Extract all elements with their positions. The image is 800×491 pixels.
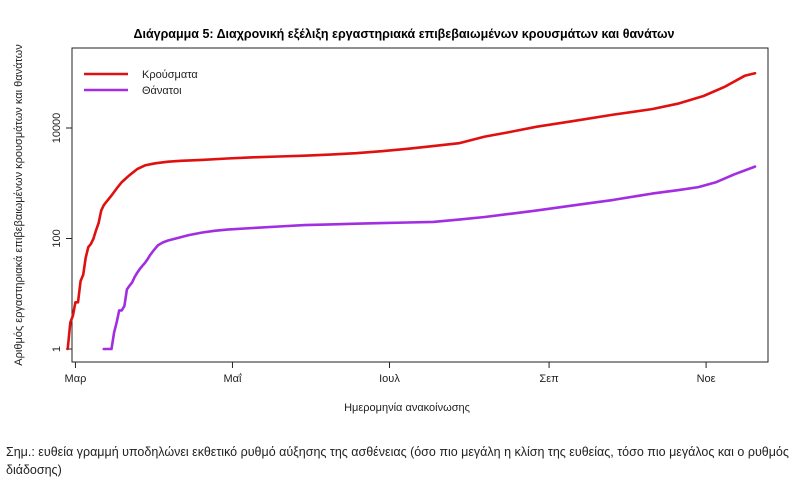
- series-line-cases: [66, 71, 757, 351]
- x-tick-label: Μαρ: [65, 373, 87, 385]
- legend-label: Κρούσματα: [142, 69, 198, 81]
- y-tick-label: 1: [51, 346, 63, 352]
- y-tick-label: 10000: [51, 113, 63, 144]
- x-tick-label: Σεπ: [539, 373, 559, 385]
- x-tick-label: Ιουλ: [379, 373, 400, 385]
- x-axis-title: Ημερομηνία ανακοίνωσης: [344, 402, 470, 414]
- y-tick-label: 100: [51, 229, 63, 247]
- x-tick-label: Νοε: [697, 373, 716, 385]
- chart-footnote: Σημ.: ευθεία γραμμή υποδηλώνει εκθετικό …: [6, 445, 789, 477]
- plot-area: 1 100 10000 Μαρ Μαΐ Ιουλ Σεπ Νοε Κρούσματα Θάνατο…: [51, 47, 769, 385]
- chart-svg: Διάγραμμα 5: Διαχρονική εξέλιξη εργαστηρ…: [13, 27, 769, 414]
- plot-frame: [71, 47, 769, 363]
- x-tick-label: Μαΐ: [223, 373, 242, 385]
- chart-title: Διάγραμμα 5: Διαχρονική εξέλιξη εργαστηρ…: [133, 27, 674, 41]
- series-line-deaths: [102, 165, 757, 351]
- y-axis-title: Αριθμός εργαστηριακά επιβεβαιωμένων κρου…: [13, 44, 25, 366]
- legend-label: Θάνατοι: [142, 85, 182, 97]
